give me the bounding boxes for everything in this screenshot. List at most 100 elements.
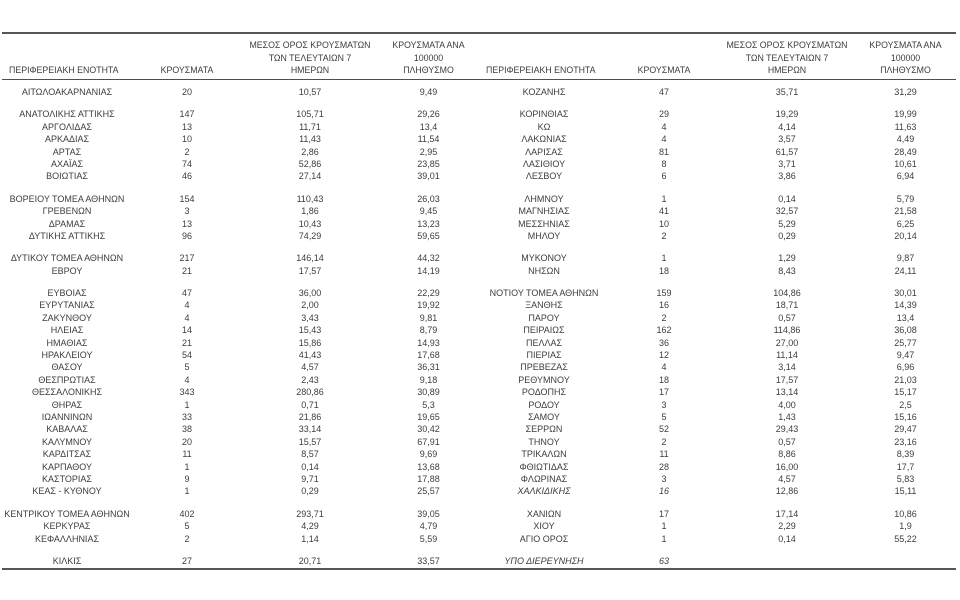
table-row: ΚΕΝΤΡΙΚΟΥ ΤΟΜΕΑ ΑΘΗΝΩΝ 402 293,71 39,05 [2,508,479,520]
table-row: ΚΑΡΠΑΘΟΥ 1 0,14 13,68 [2,461,479,473]
per100k-cell: 9,69 [419,449,438,460]
table-row: ΣΑΜΟΥ 5 1,43 15,16 [479,411,956,423]
avg7-cell: 11,43 [299,134,321,145]
cases-cell: 46 [181,171,192,182]
row-group: ΑΙΤΩΛΟΑΚΑΡΝΑΝΙΑΣ 20 10,57 9,49 [2,86,479,98]
cases-cell: 29 [658,109,669,120]
table-row: ΜΗΛΟΥ 2 0,29 20,14 [479,230,956,242]
table-row: ΧΑΛΚΙΔΙΚΗΣ 16 12,86 15,11 [479,485,956,497]
avg7-cell: 4,29 [301,521,319,532]
avg7-cell: 3,14 [778,362,796,373]
table-row: ΚΑΡΔΙΤΣΑΣ 11 8,57 9,69 [2,448,479,460]
right-table-body: ΚΟΖΑΝΗΣ 47 35,71 31,29 ΚΟΡΙΝΘΙΑΣ 29 19,29 19,99… [479,80,956,568]
avg7-cell: 0,29 [301,486,319,497]
avg7-cell: 8,43 [778,265,796,276]
per100k-cell: 15,17 [894,387,917,398]
region-cell: ΤΡΙΚΑΛΩΝ [521,449,567,460]
per100k-cell: 19,65 [417,411,440,422]
header-per100k-line1: ΚΡΟΥΣΜΑΤΑ ΑΝΑ 100000 [869,40,942,63]
cases-cell: 20 [181,436,192,447]
region-cell: ΚΑΡΔΙΤΣΑΣ [42,449,92,460]
table-row: ΛΑΡΙΣΑΣ 81 61,57 28,49 [479,146,956,158]
cases-cell: 36 [658,337,669,348]
cases-cell: 47 [181,288,192,299]
region-cell: ΚΟΡΙΝΘΙΑΣ [519,109,569,120]
cases-cell: 4 [184,300,190,311]
avg7-cell: 33,14 [298,424,322,435]
cases-cell: 74 [181,158,192,169]
cases-cell: 28 [658,461,669,472]
avg7-cell [719,555,855,567]
avg7-cell: 110,43 [296,193,324,204]
avg7-cell: 3,86 [778,171,796,182]
avg7-cell: 17,57 [298,265,322,276]
avg7-cell: 2,43 [301,374,319,385]
left-table-header: ΠΕΡΙΦΕΡΕΙΑΚΗ ΕΝΟΤΗΤΑ ΚΡΟΥΣΜΑΤΑ ΜΕΣΟΣ ΟΡΟ… [2,36,479,77]
avg7-cell: 4,14 [778,121,796,132]
per100k-cell: 11,54 [417,134,440,145]
avg7-cell: 12,86 [775,486,799,497]
table-row: ΚΕΡΚΥΡΑΣ 5 4,29 4,79 [2,520,479,532]
region-cell: ΠΕΛΛΑΣ [525,337,563,348]
avg7-cell: 21,86 [298,411,322,422]
table-row: ΡΕΘΥΜΝΟΥ 18 17,57 21,03 [479,374,956,386]
cases-cell: 1 [661,193,667,204]
regional-cases-table: ΠΕΡΙΦΕΡΕΙΑΚΗ ΕΝΟΤΗΤΑ ΚΡΟΥΣΜΑΤΑ ΜΕΣΟΣ ΟΡΟ… [2,32,956,571]
region-cell: ΛΑΡΙΣΑΣ [525,146,563,157]
region-cell: ΥΠΟ ΔΙΕΡΕΥΝΗΣΗ [504,555,584,566]
table-row: ΑΓΙΟ ΟΡΟΣ 1 0,14 55,22 [479,533,956,545]
table-row: ΗΜΑΘΙΑΣ 21 15,86 14,93 [2,337,479,349]
avg7-cell: 0,14 [778,533,796,544]
region-cell: ΛΗΜΝΟΥ [524,193,564,204]
row-group: ΑΝΑΤΟΛΙΚΗΣ ΑΤΤΙΚΗΣ 147 105,71 29,26 ΑΡΓΟΛΙΔΑ… [2,108,479,182]
avg7-cell: 16,00 [775,461,799,472]
table-row: ΤΡΙΚΑΛΩΝ 11 8,86 8,39 [479,448,956,460]
row-group: ΥΠΟ ΔΙΕΡΕΥΝΗΣΗ 63 [479,555,956,567]
region-cell: ΚΑΣΤΟΡΙΑΣ [42,473,92,484]
region-cell: ΑΝΑΤΟΛΙΚΗΣ ΑΤΤΙΚΗΣ [19,109,115,120]
table-row: ΒΟΙΩΤΙΑΣ 46 27,14 39,01 [2,170,479,182]
cases-cell: 217 [179,253,195,264]
region-cell: ΘΑΣΟΥ [51,362,83,373]
per100k-cell: 4,49 [896,134,915,145]
header-avg7-line3: ΗΜΕΡΩΝ [767,65,807,76]
cases-cell: 33 [181,411,192,422]
cases-cell: 14 [181,325,192,336]
per100k-cell: 2,5 [899,399,912,410]
cases-cell: 4 [184,312,190,323]
per100k-cell: 31,29 [894,87,917,97]
left-header-per100k: ΚΡΟΥΣΜΑΤΑ ΑΝΑ 100000 ΠΛΗΘΥΣΜΟ [378,36,479,77]
region-cell: ΒΟΡΕΙΟΥ ΤΟΜΕΑ ΑΘΗΝΩΝ [9,193,125,204]
region-cell: ΠΑΡΟΥ [528,312,560,323]
right-header-avg7: ΜΕΣΟΣ ΟΡΟΣ ΚΡΟΥΣΜΑΤΩΝ ΤΩΝ ΤΕΛΕΥΤΑΙΩΝ 7 Η… [719,36,855,77]
avg7-cell: 19,29 [775,109,799,120]
table-row: ΚΟΖΑΝΗΣ 47 35,71 31,29 [479,86,956,98]
avg7-cell: 41,43 [298,350,322,361]
per100k-cell: 13,68 [417,461,440,472]
per100k-cell [855,555,956,567]
cases-cell: 5 [184,362,190,373]
region-cell: ΘΗΡΑΣ [51,399,83,410]
header-avg7-line3: ΗΜΕΡΩΝ [290,65,330,76]
table-row: ΦΘΙΩΤΙΔΑΣ 28 16,00 17,7 [479,461,956,473]
per100k-cell: 17,68 [417,350,440,361]
per100k-cell: 9,87 [896,253,915,264]
cases-cell: 1 [184,461,190,472]
per100k-cell: 15,11 [894,486,917,497]
avg7-cell: 13,14 [775,387,799,398]
cases-cell: 16 [658,300,669,311]
avg7-cell: 32,57 [775,206,799,217]
header-region-label: ΠΕΡΙΦΕΡΕΙΑΚΗ ΕΝΟΤΗΤΑ [486,65,596,76]
cases-cell: 2 [184,533,190,544]
header-per100k-line2: ΠΛΗΘΥΣΜΟ [880,65,931,76]
cases-cell: 3 [661,473,667,484]
cases-cell: 3 [661,399,667,410]
avg7-cell: 1,86 [301,206,319,217]
avg7-cell: 15,43 [298,325,322,336]
per100k-cell: 9,81 [419,312,438,323]
per100k-cell: 33,57 [417,555,440,566]
cases-cell: 5 [184,521,190,532]
header-avg7-line1: ΜΕΣΟΣ ΟΡΟΣ ΚΡΟΥΣΜΑΤΩΝ [249,40,371,51]
per100k-cell: 10,86 [894,508,917,519]
avg7-cell: 35,71 [775,87,799,97]
